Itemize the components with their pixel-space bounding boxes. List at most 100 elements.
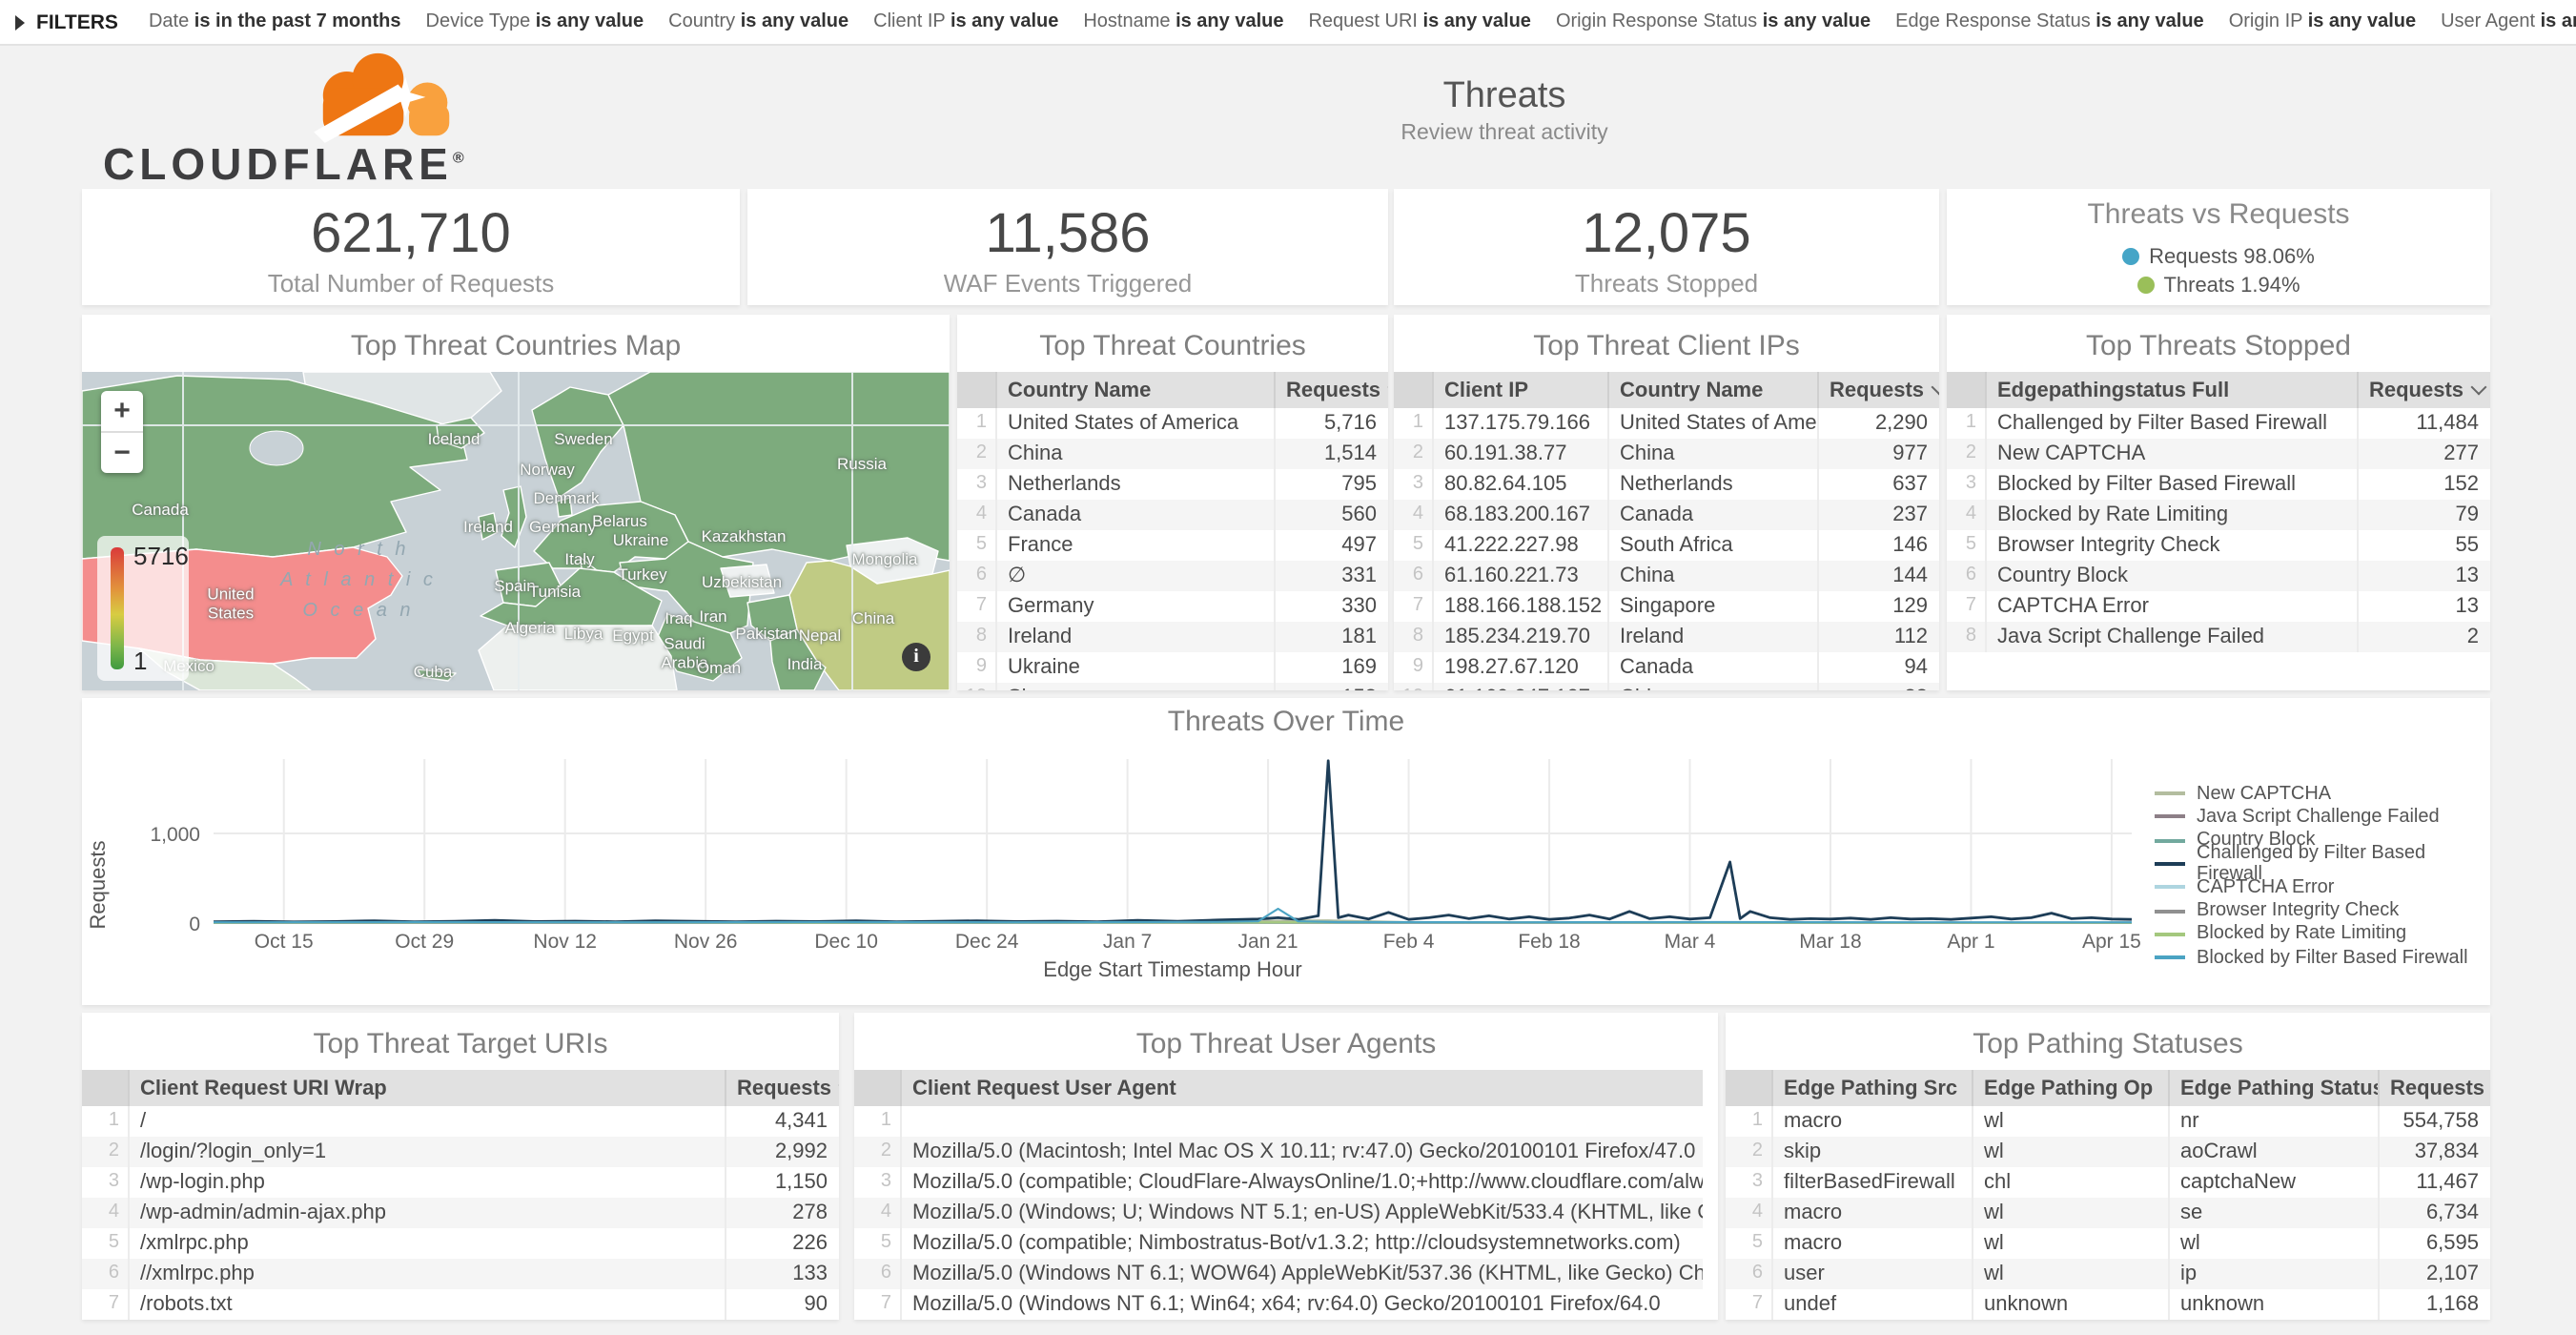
stat-card-threats-stopped: 12,075 Threats Stopped bbox=[1394, 189, 1939, 305]
filter-item[interactable]: Origin IP is any value bbox=[2228, 11, 2417, 32]
table-row: 7 undef unknown unknown 1,168 bbox=[1726, 1289, 2490, 1320]
top-threat-target-uris-panel: Top Threat Target URIs Client Request UR… bbox=[82, 1013, 839, 1320]
column-header: Client Request URI Wrap bbox=[128, 1070, 726, 1106]
stat-card-waf-events: 11,586 WAF Events Triggered bbox=[747, 189, 1388, 305]
filter-list: Date is in the past 7 months Device Type … bbox=[149, 11, 2576, 32]
svg-text:Dec 10: Dec 10 bbox=[814, 931, 878, 953]
table-row: 4 68.183.200.167 Canada 237 bbox=[1394, 500, 1939, 530]
chart-legend-item: Country Block bbox=[2155, 829, 2486, 852]
column-header bbox=[1947, 372, 1986, 408]
column-header: Edge Pathing Src bbox=[1771, 1070, 1973, 1106]
cloudflare-logo-icon bbox=[314, 52, 450, 143]
column-header: Edge Pathing Status bbox=[2168, 1070, 2379, 1106]
threats-over-time-chart[interactable]: Oct 15 Oct 29 Nov 12 Nov 26 Dec 10 Dec 24 Jan … bbox=[82, 698, 2490, 1005]
sortable-column-header[interactable]: Requests bbox=[1817, 372, 1939, 408]
table-row: 8 185.234.219.70 Ireland 112 bbox=[1394, 622, 1939, 652]
threats-vs-requests-title: Threats vs Requests bbox=[2087, 198, 2350, 231]
top-threat-client-ips-panel: Top Threat Client IPs Client IP Country N… bbox=[1394, 315, 1939, 690]
world-map-svg bbox=[82, 372, 950, 690]
legend-dot-icon bbox=[2136, 277, 2155, 294]
column-header: Country Name bbox=[995, 372, 1275, 408]
filter-item[interactable]: Client IP is any value bbox=[873, 11, 1059, 32]
svg-text:Oct 29: Oct 29 bbox=[395, 931, 454, 953]
table-row: 1 United States of America 5,716 bbox=[957, 408, 1388, 439]
column-header bbox=[1394, 372, 1433, 408]
map-color-scale-gradient bbox=[111, 547, 124, 669]
top-pathing-statuses-panel: Top Pathing Statuses Edge Pathing Src Edg… bbox=[1726, 1013, 2490, 1320]
world-map[interactable]: Canada United States Mexico Cuba Iceland Irel… bbox=[82, 372, 950, 690]
filter-item[interactable]: Device Type is any value bbox=[425, 11, 644, 32]
top-threats-stopped-table: Edgepathingstatus Full Requests 1 Challenge… bbox=[1947, 372, 2490, 690]
top-threat-user-agents-table: Client Request User Agent 1 2 Mozilla/5.0 (… bbox=[854, 1070, 1718, 1320]
filter-item[interactable]: Date is in the past 7 months bbox=[148, 11, 401, 32]
top-threat-target-uris-table: Client Request URI Wrap Requests 1/4,341 2/… bbox=[82, 1070, 839, 1320]
filters-expand-icon[interactable] bbox=[15, 14, 25, 30]
table-row: 3 80.82.64.105 Netherlands 637 bbox=[1394, 469, 1939, 500]
sortable-column-header[interactable]: Requests bbox=[1274, 372, 1388, 408]
svg-text:Nov 12: Nov 12 bbox=[533, 931, 597, 953]
stat-value: 11,586 bbox=[985, 204, 1151, 265]
column-header bbox=[957, 372, 996, 408]
svg-text:Feb 4: Feb 4 bbox=[1383, 931, 1435, 953]
svg-text:1,000: 1,000 bbox=[150, 824, 200, 846]
svg-text:Feb 18: Feb 18 bbox=[1518, 931, 1580, 953]
map-panel-title: Top Threat Countries Map bbox=[350, 330, 682, 362]
table-row: 8 Ireland 181 bbox=[957, 622, 1388, 652]
stat-value: 621,710 bbox=[311, 204, 511, 265]
filter-item[interactable]: Edge Response Status is any value bbox=[1895, 11, 2204, 32]
chart-legend-item: Blocked by Rate Limiting bbox=[2155, 923, 2486, 947]
threats-over-time-panel: Threats Over Time Oct 15 Oct 29 Nov 12 Nov … bbox=[82, 698, 2490, 1005]
chart-legend-item: New CAPTCHA bbox=[2155, 782, 2486, 806]
legend-line-swatch bbox=[2155, 862, 2185, 867]
table-row: 7 188.166.188.152 Singapore 129 bbox=[1394, 591, 1939, 622]
map-info-icon[interactable]: i bbox=[902, 643, 930, 671]
svg-text:Mar 4: Mar 4 bbox=[1665, 931, 1716, 953]
chart-legend-item: CAPTCHA Error bbox=[2155, 875, 2486, 899]
filter-item[interactable]: Origin Response Status is any value bbox=[1555, 11, 1871, 32]
table-row: 6 Country Block 13 bbox=[1947, 561, 2490, 591]
table-row: 10Singapore158 bbox=[957, 683, 1388, 690]
panel-title: Top Threat User Agents bbox=[1135, 1028, 1437, 1060]
filter-item[interactable]: Request URI is any value bbox=[1308, 11, 1531, 32]
column-header: Country Name bbox=[1607, 372, 1818, 408]
table-row: 2 60.191.38.77 China 977 bbox=[1394, 439, 1939, 469]
map-zoom-out-button[interactable]: − bbox=[113, 437, 131, 469]
column-header: Edge Pathing Op bbox=[1972, 1070, 2169, 1106]
svg-text:Oct 15: Oct 15 bbox=[255, 931, 314, 953]
cloudflare-wordmark: CLOUDFLARE® bbox=[103, 139, 464, 189]
table-row: 1 bbox=[854, 1106, 1703, 1137]
table-row: 4 Mozilla/5.0 (Windows; U; Windows NT 5.1… bbox=[854, 1198, 1703, 1228]
filter-item[interactable]: Country is any value bbox=[668, 11, 849, 32]
table-row: 5 macro wl wl 6,595 bbox=[1726, 1228, 2490, 1259]
table-row: 1/4,341 bbox=[82, 1106, 839, 1137]
table-row: 2/login/?login_only=1 2,992 bbox=[82, 1137, 839, 1167]
filter-item[interactable]: Hostname is any value bbox=[1083, 11, 1284, 32]
top-threat-countries-panel: Top Threat Countries Country Name Request… bbox=[957, 315, 1388, 690]
chart-legend-item: Blocked by Filter Based Firewall bbox=[2155, 946, 2486, 970]
filters-label[interactable]: FILTERS bbox=[36, 10, 118, 33]
chart-legend-item: Challenged by Filter Based Firewall bbox=[2155, 843, 2486, 885]
table-row: 5 France 497 bbox=[957, 530, 1388, 561]
stat-label: WAF Events Triggered bbox=[943, 269, 1193, 298]
legend-line-swatch bbox=[2155, 838, 2185, 843]
sortable-column-header[interactable]: Requests bbox=[725, 1070, 839, 1106]
table-row: 9 Ukraine 169 bbox=[957, 652, 1388, 683]
svg-text:Mar 18: Mar 18 bbox=[1799, 931, 1861, 953]
legend-line-swatch bbox=[2155, 814, 2185, 819]
table-row: 2 China 1,514 bbox=[957, 439, 1388, 469]
svg-text:Dec 24: Dec 24 bbox=[955, 931, 1019, 953]
svg-text:Apr 15: Apr 15 bbox=[2082, 931, 2141, 953]
legend-item: Threats 1.94% bbox=[1947, 271, 2490, 299]
sortable-column-header[interactable]: Requests bbox=[2378, 1070, 2490, 1106]
filter-item[interactable]: User Agent is any value bbox=[2441, 11, 2576, 32]
threats-vs-requests-card: Threats vs Requests Requests 98.06% Threa… bbox=[1947, 189, 2490, 305]
legend-line-swatch bbox=[2155, 791, 2185, 796]
sortable-column-header[interactable]: Requests bbox=[2357, 372, 2490, 408]
table-row: 6 ∅ 331 bbox=[957, 561, 1388, 591]
table-row: 3 Mozilla/5.0 (compatible; CloudFlare-Alw… bbox=[854, 1167, 1703, 1198]
table-row: 6 Mozilla/5.0 (Windows NT 6.1; WOW64) App… bbox=[854, 1259, 1703, 1289]
map-zoom-in-button[interactable]: + bbox=[101, 391, 143, 433]
column-header: Client IP bbox=[1432, 372, 1608, 408]
